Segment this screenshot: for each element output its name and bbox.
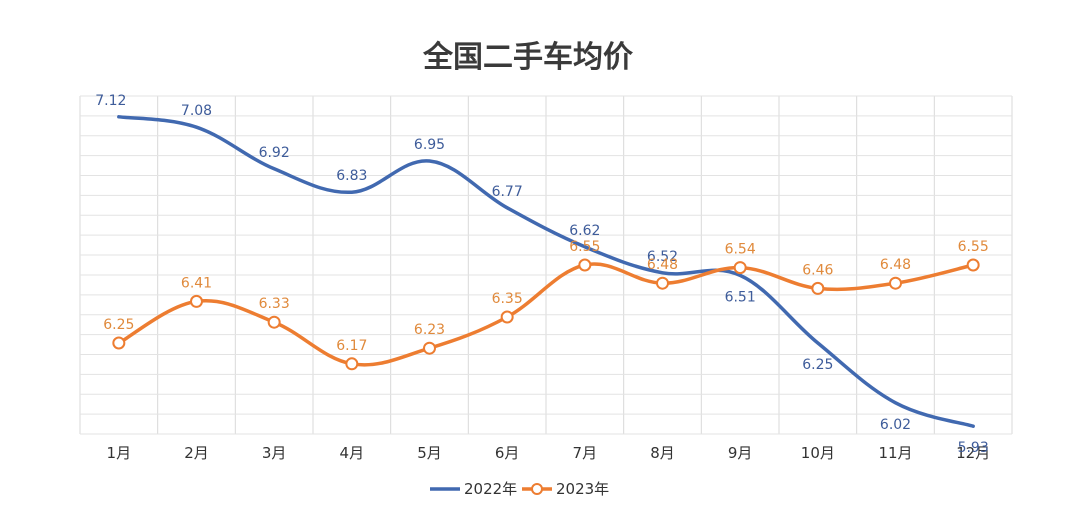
data-label-2022: 5.93 — [958, 440, 989, 456]
chart-title: 全国二手车均价 — [422, 40, 633, 75]
point-2023 — [500, 310, 514, 324]
data-label-2022: 6.51 — [725, 289, 756, 305]
point-2023 — [112, 336, 126, 350]
x-axis-ticks: 1月 2月 3月 4月 5月 6月 7月 8月 9月 10月 11月 12月 — [107, 444, 991, 462]
x-tick-label: 7月 — [573, 444, 598, 462]
data-label-2023: 6.25 — [103, 317, 134, 333]
data-label-2023: 6.55 — [958, 239, 989, 255]
series-points — [112, 258, 980, 371]
data-label-2023: 6.55 — [569, 239, 600, 255]
x-tick-label: 8月 — [650, 444, 675, 462]
x-tick-label: 6月 — [495, 444, 520, 462]
point-2023 — [656, 276, 669, 290]
data-label-2022: 7.08 — [181, 103, 212, 119]
point-2023 — [190, 294, 203, 308]
x-tick-label: 10月 — [801, 444, 835, 462]
point-2023 — [267, 315, 281, 329]
data-label-2023: 6.35 — [492, 291, 523, 307]
data-label-2023: 6.23 — [414, 322, 445, 338]
data-label-2023: 6.17 — [336, 338, 367, 354]
x-tick-label: 2月 — [184, 444, 209, 462]
x-tick-label: 1月 — [107, 444, 132, 462]
data-label-2023: 6.48 — [647, 257, 678, 273]
data-label-2023: 6.54 — [725, 242, 756, 258]
x-tick-label: 3月 — [262, 444, 287, 462]
data-label-2023: 6.46 — [802, 262, 833, 278]
grid — [79, 95, 1013, 435]
data-label-2022: 6.52 — [647, 249, 678, 265]
data-label-2023: 6.48 — [880, 257, 911, 273]
legend-marker-2023 — [531, 483, 543, 495]
x-tick-label: 5月 — [417, 444, 442, 462]
data-label-2022: 7.12 — [95, 93, 126, 109]
data-label-2022: 6.77 — [492, 184, 523, 200]
x-tick-label: 9月 — [728, 444, 753, 462]
point-2023 — [966, 258, 980, 272]
x-tick-label: 4月 — [340, 444, 365, 462]
point-2023 — [889, 276, 902, 290]
data-label-2023: 6.33 — [259, 296, 290, 312]
x-tick-label: 12月 — [956, 444, 990, 462]
data-label-2022: 6.83 — [336, 168, 367, 184]
x-tick-label: 11月 — [878, 444, 912, 462]
point-2023 — [578, 258, 592, 272]
legend: 2022年 2023年 — [430, 480, 609, 498]
data-label-2022: 6.02 — [880, 417, 911, 433]
data-label-2022: 6.95 — [414, 137, 445, 153]
legend-label-2022: 2022年 — [464, 480, 517, 498]
data-labels: 7.12 7.08 6.92 6.83 6.95 6.77 6.62 6.52 6.51 6.25… — [95, 93, 989, 456]
data-label-2022: 6.25 — [802, 357, 833, 373]
point-2023 — [423, 341, 436, 355]
data-label-2022: 6.62 — [569, 223, 600, 239]
point-2023 — [811, 281, 825, 295]
legend-label-2023: 2023年 — [556, 480, 609, 498]
point-2023 — [345, 357, 359, 371]
series-line-2022 — [117, 115, 975, 428]
point-2023 — [733, 261, 747, 275]
data-label-2023: 6.41 — [181, 275, 212, 291]
data-label-2022: 6.92 — [259, 145, 290, 161]
